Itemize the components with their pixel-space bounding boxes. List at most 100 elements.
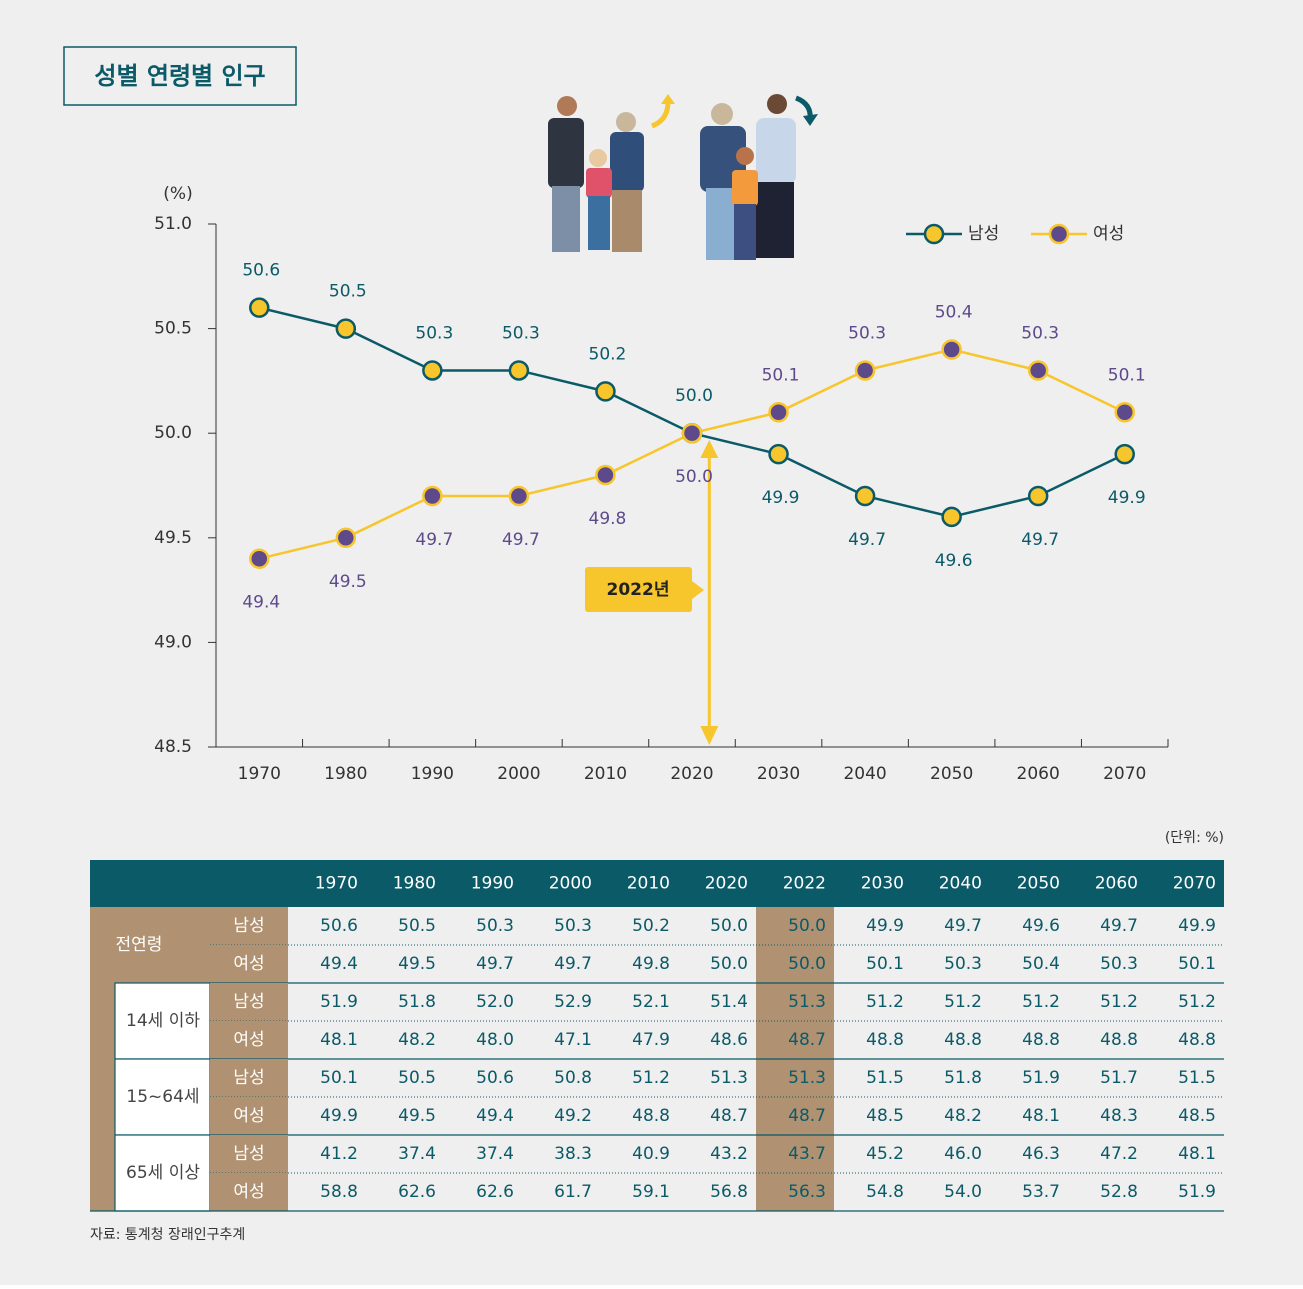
cell: 48.2: [398, 1030, 436, 1050]
row-label-cell: [210, 1059, 288, 1097]
column-header: 2040: [939, 874, 982, 894]
cell: 37.4: [476, 1144, 514, 1164]
cell: 50.5: [398, 1068, 436, 1088]
x-tick-label: 2050: [930, 764, 973, 784]
cell: 54.8: [866, 1182, 904, 1202]
data-point: [768, 402, 789, 423]
column-header: 1980: [393, 874, 436, 894]
column-header: 2000: [549, 874, 592, 894]
cell: 50.4: [1022, 954, 1060, 974]
y-tick-label: 49.0: [154, 632, 192, 652]
cell: 50.3: [476, 916, 514, 936]
data-label: 49.5: [329, 572, 367, 592]
data-point: [422, 485, 443, 507]
cell: 47.2: [1100, 1144, 1138, 1164]
row-label: 남성: [233, 916, 264, 936]
cell: 48.8: [1022, 1030, 1060, 1050]
cell: 50.3: [554, 916, 592, 936]
cell: 49.9: [1178, 916, 1216, 936]
data-point: [1114, 443, 1135, 465]
x-tick-label: 2000: [497, 764, 540, 784]
cell: 50.1: [866, 954, 904, 974]
cell: 47.1: [554, 1030, 592, 1050]
group-label: 14세 이하: [126, 1011, 200, 1031]
cell: 51.2: [1100, 992, 1138, 1012]
data-point: [249, 297, 270, 318]
cell: 62.6: [476, 1182, 514, 1202]
cell: 48.7: [710, 1106, 748, 1126]
data-point: [422, 360, 443, 381]
cell: 48.8: [1100, 1030, 1138, 1050]
cell: 48.1: [320, 1030, 358, 1050]
data-label: 49.6: [935, 551, 973, 571]
column-header: 2060: [1095, 874, 1138, 894]
data-point: [941, 506, 962, 528]
row-label-cell: [210, 945, 288, 983]
cell: 43.2: [710, 1144, 748, 1164]
cell: 49.9: [866, 916, 904, 936]
cell: 56.3: [788, 1182, 826, 1202]
cell: 46.0: [944, 1144, 982, 1164]
data-label: 50.2: [589, 344, 627, 364]
cell: 51.9: [1178, 1182, 1216, 1202]
group-cell: [90, 907, 210, 983]
column-header: 2050: [1017, 874, 1060, 894]
arrow-head: [700, 440, 719, 458]
cell: 52.9: [554, 992, 592, 1012]
data-label: 50.0: [675, 467, 713, 487]
cell: 49.5: [398, 954, 436, 974]
data-point: [595, 464, 616, 486]
data-point: [595, 381, 616, 402]
cell: 51.3: [788, 992, 826, 1012]
cell: 54.0: [944, 1182, 982, 1202]
cell: 49.5: [398, 1106, 436, 1126]
cell: 59.1: [632, 1182, 670, 1202]
data-point: [1027, 485, 1049, 507]
cell: 52.8: [1100, 1182, 1138, 1202]
cell: 50.6: [320, 916, 358, 936]
cell: 47.9: [632, 1030, 670, 1050]
group-strip: [90, 1135, 115, 1211]
cell: 40.9: [632, 1144, 670, 1164]
cell: 49.8: [632, 954, 670, 974]
row-label-cell: [210, 1135, 288, 1173]
data-point: [249, 548, 270, 569]
cell: 50.2: [632, 916, 670, 936]
cell: 51.5: [1178, 1068, 1216, 1088]
row-label-cell: [210, 907, 288, 945]
cell: 49.4: [476, 1106, 514, 1126]
row-label: 남성: [233, 992, 264, 1012]
annotation-pointer: [692, 581, 704, 599]
cell: 49.9: [320, 1106, 358, 1126]
cell: 48.2: [944, 1106, 982, 1126]
row-label-cell: [210, 1173, 288, 1211]
row-label: 남성: [233, 1068, 264, 1088]
data-label: 50.5: [329, 282, 367, 302]
data-point: [335, 318, 357, 339]
legend-marker: [1048, 223, 1070, 245]
source: 자료: 통계청 장래인구추계: [90, 1227, 245, 1243]
x-tick-label: 1970: [238, 764, 281, 784]
cell: 56.8: [710, 1182, 748, 1202]
row-label: 여성: [233, 1182, 264, 1202]
cell: 49.7: [476, 954, 514, 974]
illustration: [548, 94, 818, 260]
column-header: 1970: [315, 874, 358, 894]
row-label: 남성: [233, 1144, 264, 1164]
cell: 51.9: [320, 992, 358, 1012]
cell: 41.2: [320, 1144, 358, 1164]
cell: 51.2: [944, 992, 982, 1012]
cell: 46.3: [1022, 1144, 1060, 1164]
cell: 49.6: [1022, 916, 1060, 936]
column-header: 2022: [783, 874, 826, 894]
data-label: 50.1: [762, 365, 800, 385]
y-axis-label: (%): [163, 184, 192, 204]
column-header: 2070: [1173, 874, 1216, 894]
cell: 51.2: [632, 1068, 670, 1088]
group-cell: [114, 1134, 211, 1212]
annotation: 2022년: [607, 580, 670, 600]
cell: 50.1: [1178, 954, 1216, 974]
data-point: [335, 527, 357, 549]
data-label: 49.9: [1108, 488, 1146, 508]
